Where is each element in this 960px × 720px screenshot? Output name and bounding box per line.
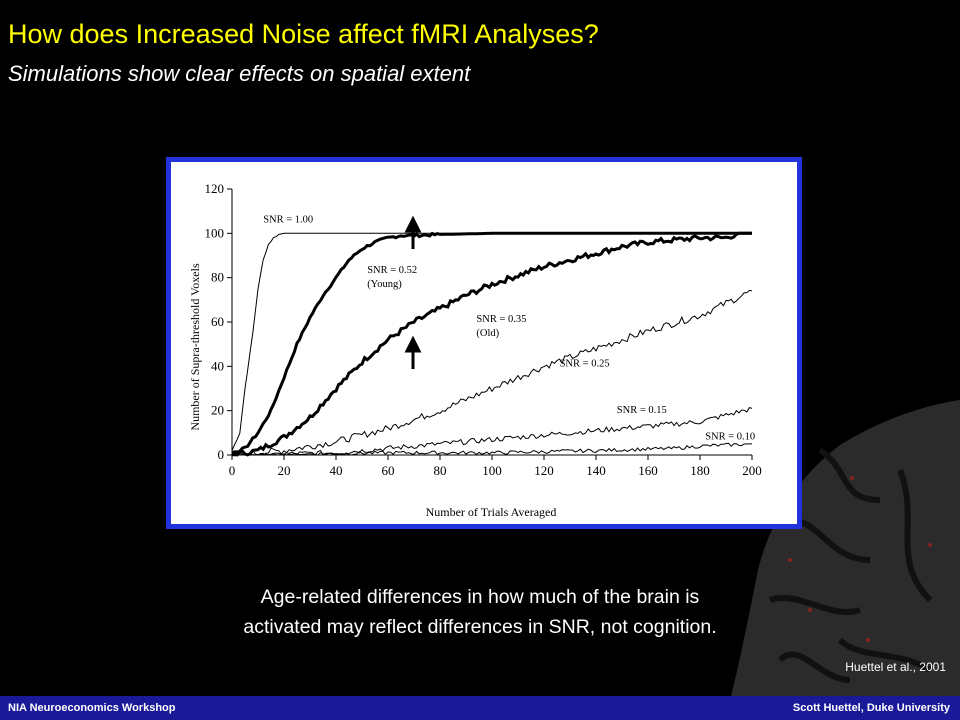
x-tick-label: 180 bbox=[690, 463, 710, 478]
x-tick-label: 20 bbox=[278, 463, 291, 478]
chart-series bbox=[231, 231, 753, 457]
caption: Age-related differences in how much of t… bbox=[150, 582, 810, 642]
x-tick-label: 0 bbox=[229, 463, 236, 478]
series-label: SNR = 0.52 bbox=[367, 265, 417, 276]
y-tick-label: 100 bbox=[205, 225, 225, 240]
y-tick-label: 40 bbox=[211, 358, 224, 373]
x-tick-label: 140 bbox=[586, 463, 606, 478]
footer-right: Scott Huettel, Duke University bbox=[792, 702, 950, 714]
series-line bbox=[231, 231, 752, 455]
arrow-up-icon-young bbox=[404, 215, 422, 249]
x-tick-label: 100 bbox=[482, 463, 502, 478]
x-tick-label: 120 bbox=[534, 463, 554, 478]
footer-bar: NIA Neuroeconomics Workshop Scott Huette… bbox=[0, 696, 960, 720]
line-chart: 0 20 40 60 80 100 120 140 160 180 200 0 20 40 60 80 100 1… bbox=[188, 181, 762, 519]
series-label: SNR = 0.15 bbox=[617, 405, 667, 416]
series-label: SNR = 0.10 bbox=[705, 431, 755, 442]
caption-line-2: activated may reflect differences in SNR… bbox=[243, 616, 717, 638]
caption-line-1: Age-related differences in how much of t… bbox=[260, 586, 700, 608]
series-line bbox=[231, 442, 752, 456]
x-tick-label: 160 bbox=[638, 463, 658, 478]
series-line bbox=[231, 407, 753, 456]
series-label: SNR = 0.25 bbox=[560, 358, 610, 369]
x-tick-label: 80 bbox=[434, 463, 447, 478]
x-tick-label: 40 bbox=[330, 463, 343, 478]
chart-background: 0 20 40 60 80 100 120 140 160 180 200 0 20 40 60 80 100 1… bbox=[171, 162, 797, 524]
y-tick-label: 80 bbox=[211, 270, 224, 285]
y-tick-label: 60 bbox=[211, 314, 224, 329]
y-axis-label: Number of Supra-threshold Voxels bbox=[188, 263, 202, 431]
arrow-up-icon-old bbox=[404, 335, 422, 369]
slide-title: How does Increased Noise affect fMRI Ana… bbox=[8, 19, 599, 49]
x-tick-label: 200 bbox=[742, 463, 762, 478]
y-tick-label: 20 bbox=[211, 403, 224, 418]
series-label: SNR = 1.00 bbox=[263, 214, 313, 225]
citation: Huettel et al., 2001 bbox=[845, 660, 946, 674]
chart-series-labels: SNR = 1.00 SNR = 0.52 (Young) SNR = 0.35 (Ol… bbox=[263, 214, 755, 442]
chart-panel: 0 20 40 60 80 100 120 140 160 180 200 0 20 40 60 80 100 1… bbox=[166, 157, 802, 529]
series-label-sub: (Old) bbox=[476, 328, 499, 339]
y-tick-label: 120 bbox=[205, 181, 225, 196]
footer-left: NIA Neuroeconomics Workshop bbox=[8, 702, 176, 714]
x-tick-label: 60 bbox=[382, 463, 395, 478]
series-line bbox=[231, 231, 752, 457]
series-label-sub: (Young) bbox=[367, 279, 402, 290]
series-label: SNR = 0.35 bbox=[476, 314, 526, 325]
y-tick-label: 0 bbox=[218, 447, 225, 462]
series-line bbox=[231, 289, 753, 456]
x-axis-label: Number of Trials Averaged bbox=[426, 505, 557, 519]
chart-axes: 0 20 40 60 80 100 120 140 160 180 200 0 20 40 60 80 100 1… bbox=[205, 181, 762, 478]
slide-subtitle: Simulations show clear effects on spatia… bbox=[8, 61, 471, 86]
